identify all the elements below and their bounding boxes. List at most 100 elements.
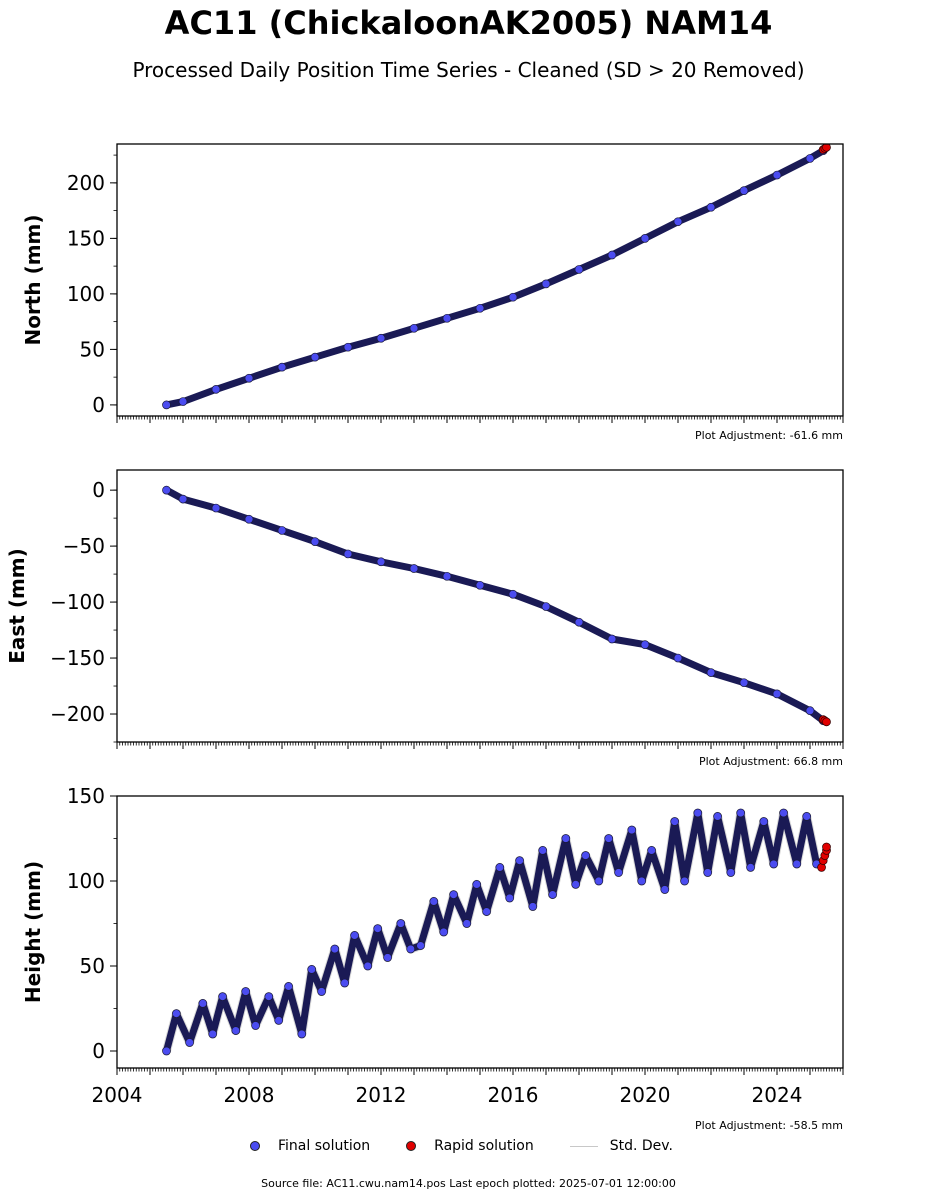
final-solution-point — [647, 846, 656, 855]
final-solution-point — [376, 333, 386, 343]
final-solution-point — [211, 503, 221, 513]
y-tick-label: 100 — [67, 869, 105, 893]
final-solution-point — [475, 303, 485, 313]
x-tick-label: 2008 — [224, 1083, 275, 1107]
final-solution-point — [244, 514, 254, 524]
panel-data — [162, 485, 831, 727]
rapid-solution-marker-icon — [406, 1141, 417, 1151]
final-solution-point — [660, 885, 670, 894]
panel-2: 0 −50 −100 −150 −200 East (mm) Plot Adjustment… — [5, 469, 844, 768]
final-solution-point — [409, 564, 419, 573]
chart-subtitle: Processed Daily Position Time Series - C… — [132, 58, 805, 82]
final-solution-point — [317, 987, 326, 996]
final-solution-point — [627, 825, 637, 835]
y-axis-label: Height (mm) — [21, 861, 45, 1003]
panel-data — [162, 144, 831, 410]
rapid-solution-point — [822, 144, 831, 152]
final-solution-point — [670, 817, 680, 826]
final-solution-point — [703, 868, 713, 877]
final-solution-point — [746, 863, 755, 872]
final-solution-point — [340, 978, 350, 988]
legend-rapid-label: Rapid solution — [434, 1138, 534, 1154]
x-tick-label: 2024 — [752, 1083, 803, 1107]
final-solution-point — [429, 897, 439, 906]
y-tick-label: 0 — [92, 1039, 105, 1063]
final-solution-point — [680, 876, 689, 886]
y-tick-label: 150 — [67, 784, 105, 808]
rapid-solution-point — [822, 717, 831, 727]
std-dev-line-icon — [569, 1145, 598, 1147]
x-tick-label: 2012 — [356, 1083, 407, 1107]
final-solution-point — [571, 880, 581, 889]
final-solution-point — [162, 1046, 171, 1056]
final-solution-point — [805, 706, 815, 716]
final-solution-point — [409, 323, 419, 333]
final-solution-point — [307, 965, 317, 974]
final-solution-point — [508, 589, 518, 599]
y-axis-label: East (mm) — [5, 548, 29, 664]
final-solution-point — [772, 689, 782, 699]
plot-adjustment-label: Plot Adjustment: -61.6 mm — [695, 429, 843, 442]
final-solution-point — [673, 217, 683, 227]
final-solution-point — [406, 944, 416, 954]
y-tick-label: −100 — [50, 590, 105, 614]
final-solution-point — [792, 859, 802, 869]
final-solution-point — [439, 927, 449, 937]
final-solution-point — [706, 202, 716, 212]
final-solution-point — [343, 549, 353, 559]
final-solution-point — [482, 907, 491, 916]
final-solution-point — [541, 279, 551, 289]
final-solution-point — [475, 580, 485, 590]
legend-final: Final solution — [250, 1138, 370, 1154]
final-solution-point — [495, 863, 505, 872]
legend-std-label: Std. Dev. — [609, 1138, 673, 1154]
final-solution-track — [164, 487, 826, 724]
legend-std: Std. Dev. — [569, 1138, 673, 1154]
final-solution-point — [208, 1029, 218, 1039]
y-tick-label: 0 — [92, 393, 105, 417]
final-solution-point — [574, 265, 584, 274]
final-solution-point — [363, 961, 373, 971]
source-footer: Source file: AC11.cwu.nam14.pos Last epo… — [261, 1177, 676, 1190]
final-solution-point — [574, 617, 584, 627]
legend: Final solution Rapid solution Std. Dev. — [250, 1138, 673, 1154]
plot-adjustment-label: Plot Adjustment: -58.5 mm — [695, 1119, 843, 1132]
final-solution-point — [548, 890, 557, 899]
final-solution-point — [736, 808, 746, 818]
final-solution-point — [211, 385, 221, 394]
final-solution-point — [277, 526, 287, 535]
panel-data — [162, 808, 831, 1056]
final-solution-point — [607, 634, 617, 644]
final-solution-point — [373, 924, 383, 933]
final-solution-point — [528, 902, 538, 911]
final-solution-point — [640, 640, 650, 649]
final-solution-marker-icon — [250, 1141, 260, 1151]
y-axis-label: North (mm) — [21, 214, 45, 345]
final-solution-point — [449, 890, 458, 899]
final-solution-point — [538, 846, 548, 855]
final-solution-point — [713, 812, 722, 821]
x-tick-label: 2004 — [92, 1083, 143, 1107]
final-solution-point — [244, 373, 254, 383]
final-solution-point — [541, 602, 551, 611]
plot-frame — [116, 795, 844, 1069]
final-solution-point — [310, 352, 320, 362]
final-solution-point — [251, 1021, 260, 1030]
y-tick-label: 200 — [67, 171, 105, 195]
plot-frame — [116, 469, 844, 743]
final-solution-point — [594, 876, 604, 886]
final-solution-point — [185, 1038, 194, 1047]
final-solution-point — [472, 880, 482, 889]
final-solution-point — [264, 992, 274, 1001]
final-solution-point — [805, 154, 815, 163]
final-solution-point — [383, 953, 392, 962]
final-solution-point — [416, 941, 425, 950]
final-solution-point — [198, 999, 208, 1008]
final-solution-point — [505, 893, 515, 903]
final-solution-point — [162, 485, 171, 495]
y-tick-label: −150 — [50, 646, 105, 670]
final-solution-point — [310, 537, 320, 546]
final-solution-point — [769, 859, 779, 869]
final-solution-track — [165, 147, 825, 409]
final-solution-point — [376, 557, 386, 567]
